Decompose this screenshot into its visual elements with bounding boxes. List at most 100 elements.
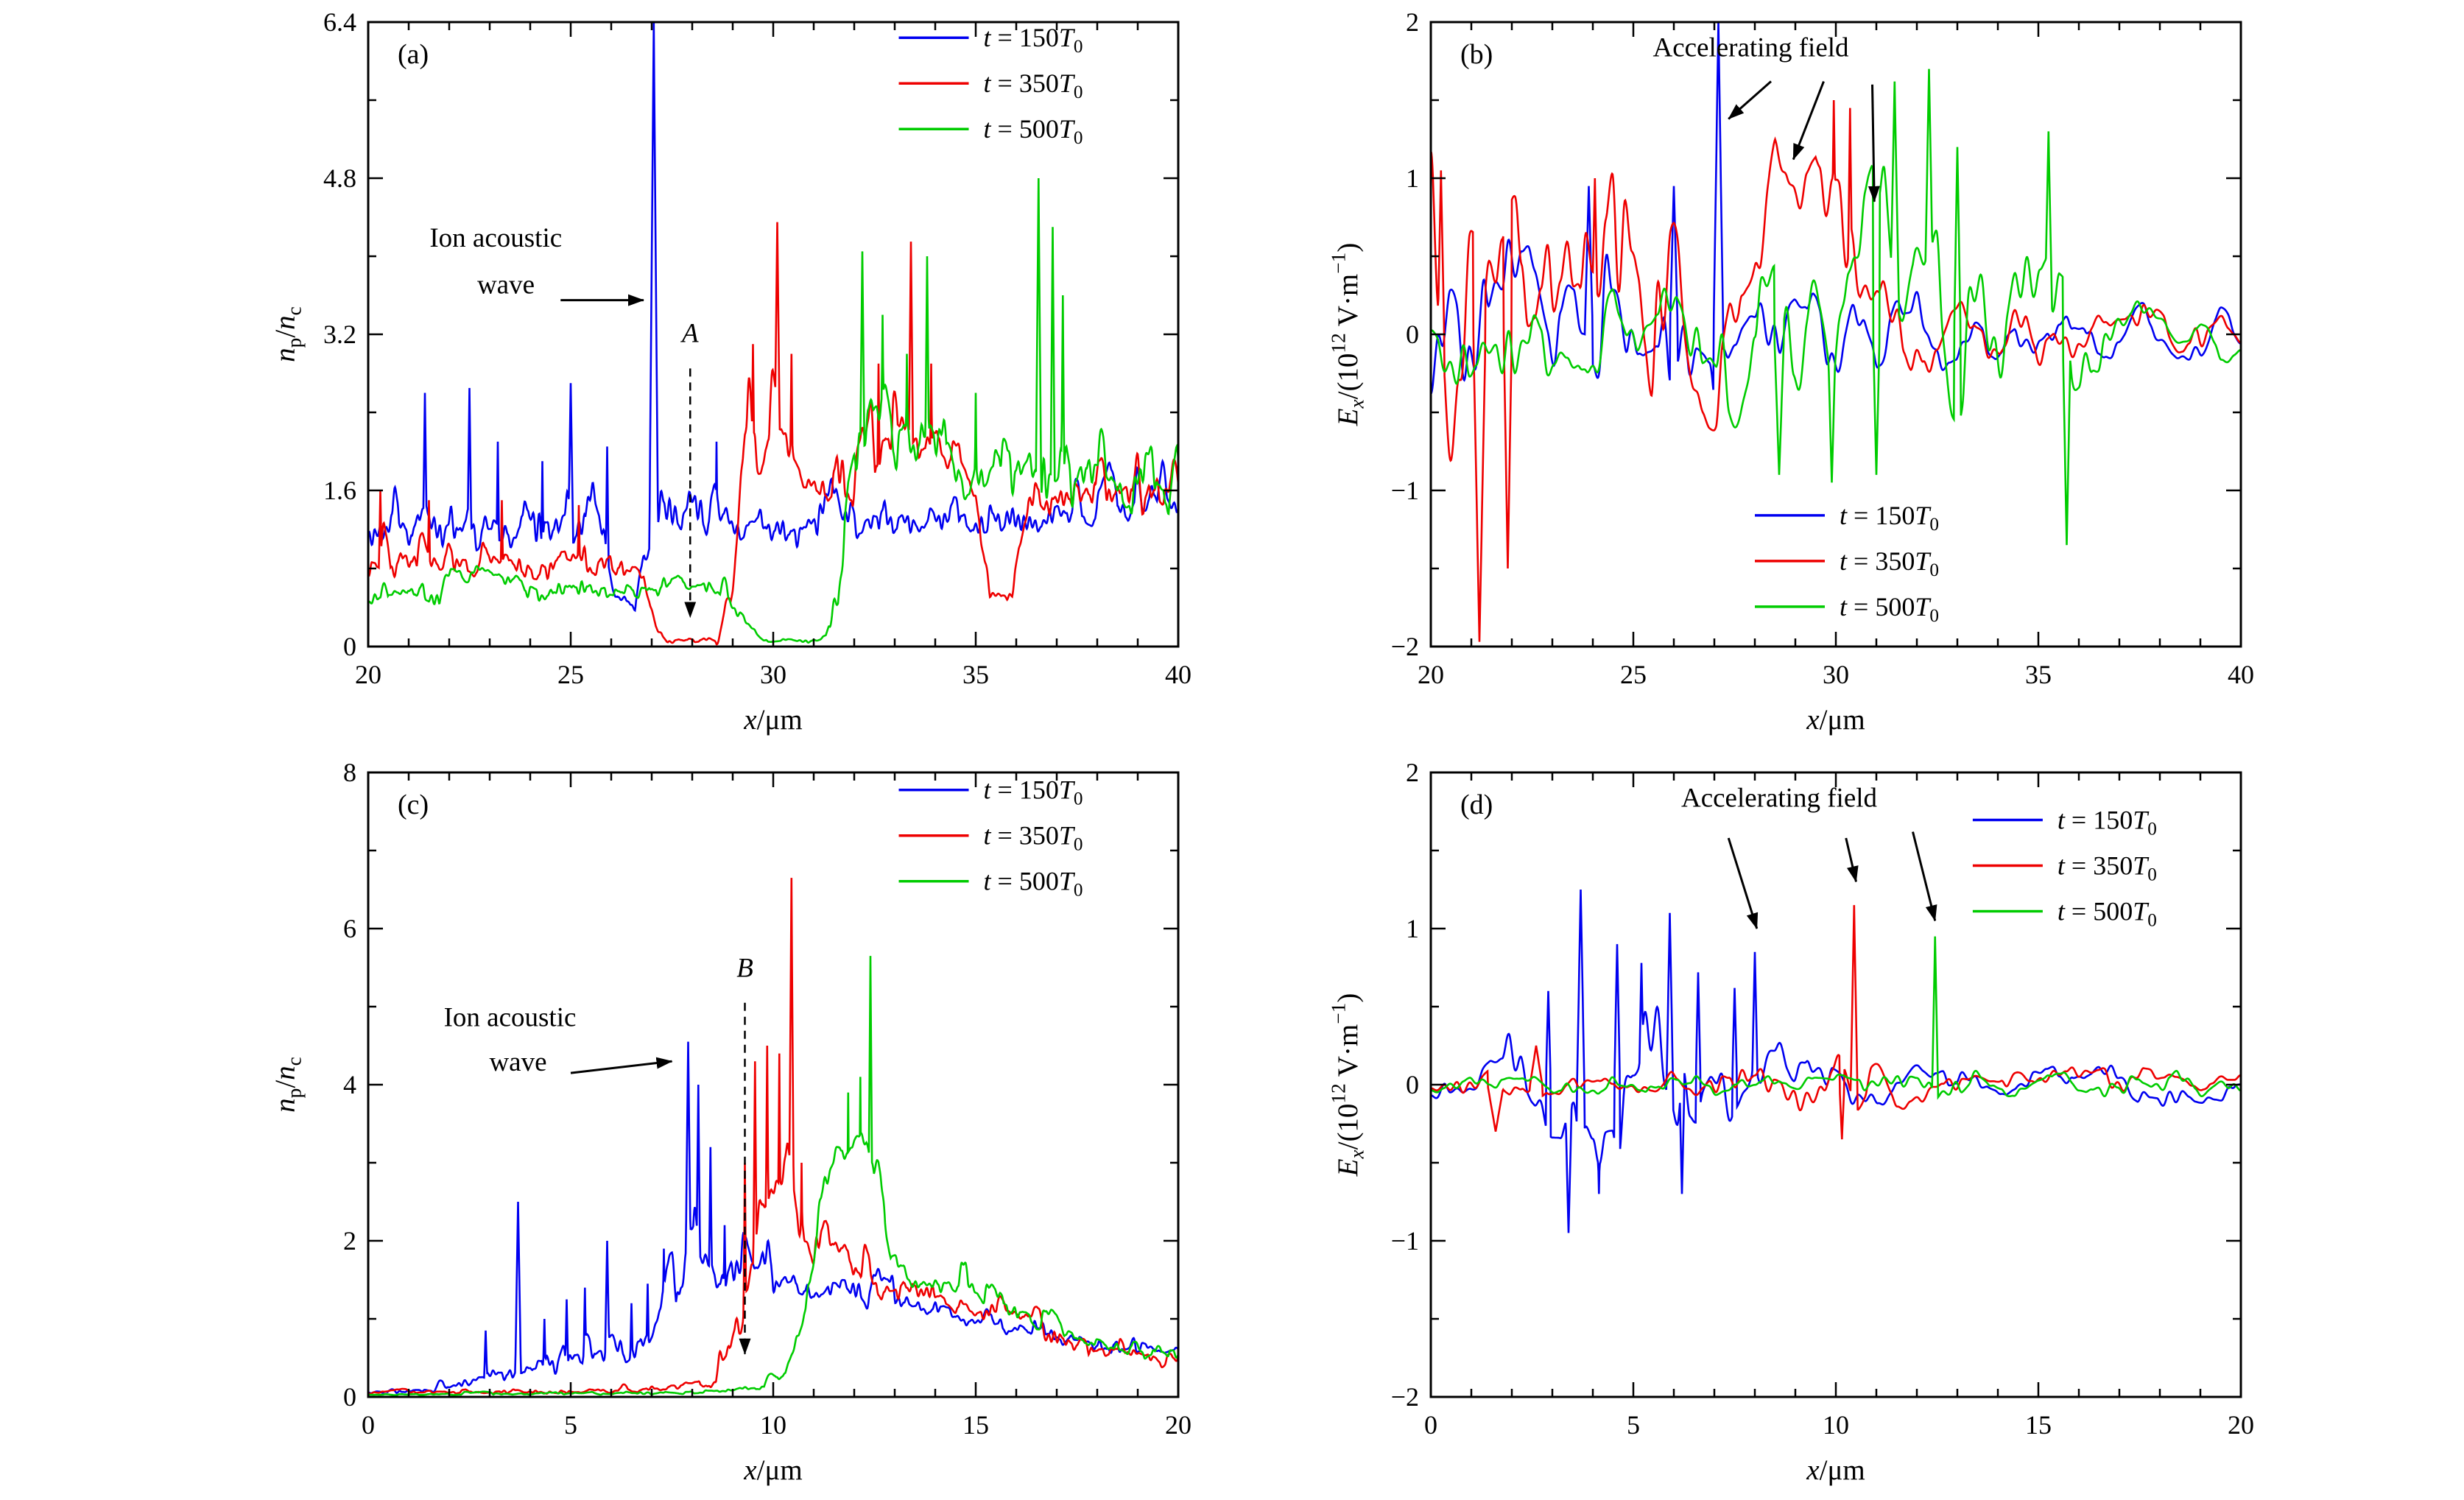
axes (1429, 21, 2242, 648)
y-tick-label: −1 (1391, 476, 1419, 505)
series-group (1431, 889, 2241, 1233)
annotation-arrow (1792, 81, 1825, 161)
x-tick-label: 20 (2228, 1410, 2254, 1440)
legend-label: t = 150T0 (984, 775, 1083, 809)
y-axis-label: np/nc (270, 306, 306, 362)
x-tick-label: 15 (2025, 1410, 2052, 1440)
annotations: Ion acoustic wave A (429, 223, 699, 619)
annotation-arrow (1728, 80, 1772, 120)
legend-label: t = 150T0 (2058, 805, 2157, 839)
y-tick-label: 2 (1406, 7, 1419, 37)
legend-label: t = 500T0 (2058, 896, 2157, 930)
legend-label: t = 350T0 (2058, 851, 2157, 884)
legend-label: t = 350T0 (1840, 546, 1939, 580)
annotations: Accelerating field (1652, 33, 1880, 203)
y-tick-label: 4.8 (323, 163, 356, 193)
x-tick-label: 25 (1620, 660, 1647, 689)
series-t350 (1431, 905, 2241, 1140)
series-group (368, 878, 1178, 1396)
annotation-text: Ion acoustic (429, 223, 562, 253)
series-t350 (368, 222, 1178, 646)
annotation-arrow (1912, 831, 1937, 922)
axes (367, 21, 1180, 648)
y-tick-label: −1 (1391, 1226, 1419, 1256)
legend-label: t = 500T0 (984, 867, 1083, 901)
x-tick-label: 40 (1165, 660, 1191, 689)
y-tick-label: 0 (1406, 1070, 1419, 1099)
y-tick-label: 2 (1406, 758, 1419, 787)
legend-label: t = 500T0 (1840, 592, 1939, 626)
y-tick-label: 3.2 (323, 320, 356, 349)
x-axis-label: x/μm (743, 1454, 802, 1486)
annotation-text: B (736, 954, 753, 984)
x-tick-label: 30 (1823, 660, 1849, 689)
x-tick-label: 15 (962, 1410, 989, 1440)
panel-a: 20 25 30 35 40 0 1.6 3.2 4.8 6.4 x/μm np/nc (a) t = 1… (270, 7, 1191, 736)
x-axis-label: x/μm (1806, 704, 1865, 736)
legend: t = 150T0 t = 350T0 t = 500T0 (1972, 805, 2157, 930)
series-t350 (368, 878, 1178, 1395)
annotation-text: Accelerating field (1681, 784, 1878, 814)
x-tick-label: 5 (564, 1410, 577, 1440)
x-axis-label: x/μm (1806, 1454, 1865, 1486)
y-axis-label: np/nc (270, 1057, 306, 1113)
x-tick-label: 0 (1424, 1410, 1437, 1440)
series-t150 (368, 22, 1178, 613)
y-tick-label: −2 (1391, 1382, 1419, 1412)
series-t500 (1431, 936, 2241, 1100)
x-tick-label: 20 (1165, 1410, 1191, 1440)
legend: t = 150T0 t = 350T0 t = 500T0 (898, 23, 1083, 148)
y-axis-label: Ex/(1012 V·m−1) (1328, 993, 1368, 1177)
panel-b: 20 25 30 35 40 −2 −1 0 1 2 x/μm Ex/(1012 V·m−1) (b) t… (1328, 7, 2254, 736)
annotations: Ion acoustic wave B (444, 954, 753, 1355)
series-group (1431, 22, 2241, 642)
y-tick-label: 6.4 (323, 7, 356, 37)
series-t350 (1431, 99, 2241, 642)
legend-label: t = 500T0 (984, 114, 1083, 148)
annotations: Accelerating field (1681, 784, 1937, 929)
panel-label: (c) (398, 789, 429, 820)
y-tick-label: 1 (1406, 163, 1419, 193)
series-t150 (1431, 22, 2241, 395)
series-t500 (368, 956, 1178, 1396)
x-tick-label: 30 (760, 660, 786, 689)
legend: t = 150T0 t = 350T0 t = 500T0 (1755, 501, 1939, 626)
x-tick-label: 40 (2228, 660, 2254, 689)
x-tick-label: 20 (355, 660, 381, 689)
annotation-text: A (680, 319, 699, 349)
y-tick-label: 0 (343, 1382, 356, 1412)
x-tick-label: 20 (1418, 660, 1444, 689)
annotation-arrow (1727, 837, 1759, 929)
panel-label: (a) (398, 39, 429, 70)
y-tick-label: 1.6 (323, 476, 356, 505)
annotation-text: Ion acoustic (444, 1003, 577, 1033)
legend-label: t = 150T0 (984, 23, 1083, 57)
legend: t = 150T0 t = 350T0 t = 500T0 (898, 775, 1083, 901)
annotation-arrow (1868, 84, 1880, 203)
y-tick-label: 0 (343, 632, 356, 661)
y-tick-label: 0 (1406, 320, 1419, 349)
y-tick-label: 4 (343, 1070, 356, 1099)
annotation-text: Accelerating field (1652, 33, 1849, 63)
annotation-arrow (570, 1057, 673, 1074)
x-tick-label: 35 (962, 660, 989, 689)
y-tick-label: 2 (343, 1226, 356, 1256)
y-tick-label: −2 (1391, 632, 1419, 661)
x-tick-label: 25 (557, 660, 584, 689)
x-tick-label: 10 (1823, 1410, 1849, 1440)
legend-label: t = 350T0 (984, 821, 1083, 855)
y-tick-label: 1 (1406, 914, 1419, 943)
legend-label: t = 350T0 (984, 68, 1083, 102)
y-axis-label: Ex/(1012 V·m−1) (1328, 243, 1368, 427)
x-tick-label: 0 (362, 1410, 375, 1440)
panel-c: 0 5 10 15 20 0 2 4 6 8 x/μm np/nc (c) t = 150T0 t = 35… (270, 758, 1191, 1486)
annotation-arrow (1845, 837, 1859, 883)
panel-label: (b) (1460, 39, 1493, 70)
axes (367, 771, 1180, 1398)
series-t500 (1431, 68, 2241, 546)
x-tick-label: 5 (1627, 1410, 1640, 1440)
axes-frame (1429, 21, 2242, 648)
panel-label: (d) (1460, 789, 1493, 820)
x-tick-label: 10 (760, 1410, 786, 1440)
